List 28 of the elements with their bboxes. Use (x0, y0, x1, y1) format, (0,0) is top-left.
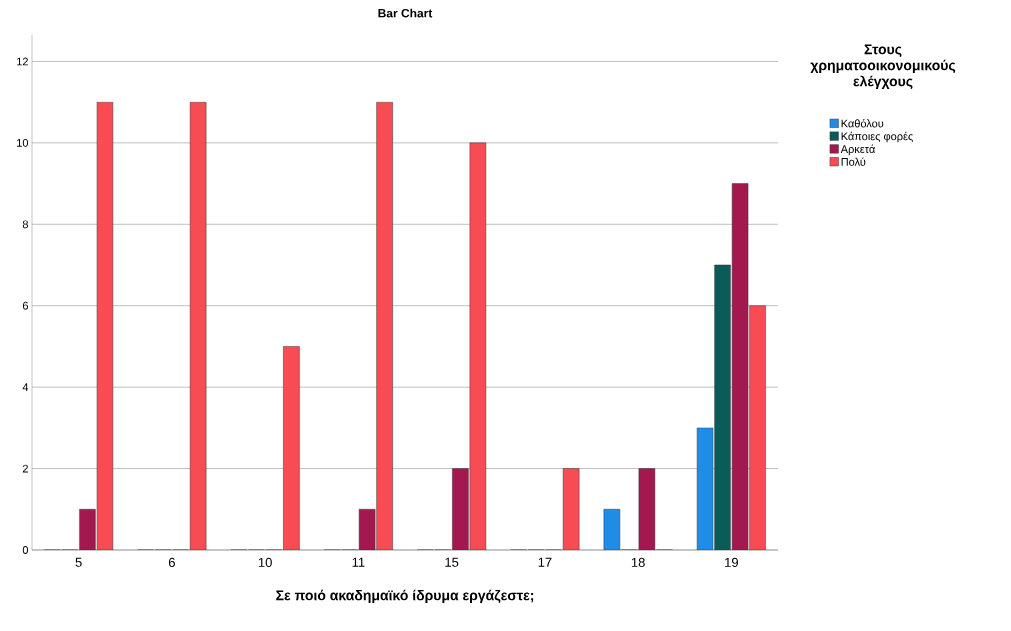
y-tick-label: 4 (22, 383, 29, 391)
y-tick-label: 0 (22, 546, 29, 554)
bar (749, 305, 766, 550)
bar (376, 101, 393, 550)
legend-label: Αρκετά (840, 144, 875, 156)
bar (714, 264, 731, 550)
legend-label: Καθόλου (841, 119, 884, 128)
y-tick-label: 6 (22, 301, 28, 310)
x-axis-title: Σε ποιό ακαδημαϊκό ίδρυμα εργάζεστε; (276, 589, 534, 604)
bar (79, 509, 96, 550)
chart-title: Bar Chart (378, 8, 433, 18)
x-tick-label: 15 (445, 557, 459, 567)
x-tick-label: 10 (258, 557, 272, 567)
bar (452, 468, 469, 550)
x-tick-label: 11 (352, 557, 365, 567)
y-tick-label: 10 (17, 138, 29, 147)
y-tick-label: 12 (17, 57, 28, 66)
x-tick-label: 17 (538, 557, 552, 567)
x-tick-label: 6 (168, 557, 175, 567)
x-tick-label: 19 (725, 557, 738, 567)
legend-title: Στους χρηματοοικονομικούς ελέγχους (810, 44, 956, 90)
legend-label: Πολύ (841, 157, 866, 166)
y-tick-label: 8 (22, 220, 28, 229)
legend-label: Κάποιες φορές (841, 131, 913, 143)
x-tick-label: 18 (631, 557, 645, 567)
bar (283, 346, 300, 550)
y-tick-label: 2 (22, 464, 28, 473)
x-tick-label: 5 (75, 557, 82, 567)
